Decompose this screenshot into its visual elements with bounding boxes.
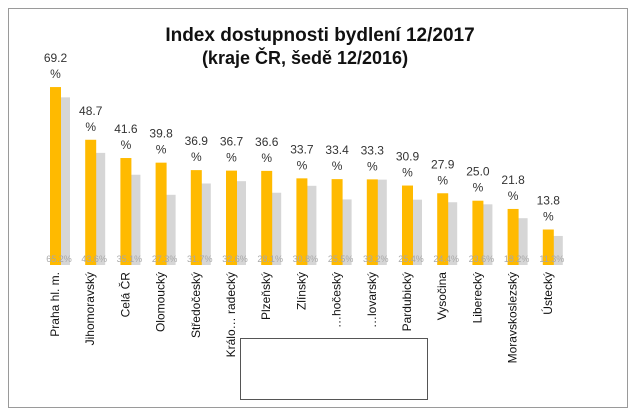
bar-2016: [199, 183, 211, 265]
value-label-2017: 33.7: [290, 142, 314, 156]
value-label-2016: 43.6%: [81, 254, 107, 264]
value-label-2017-unit: %: [85, 120, 96, 134]
value-label-2017: 25.0: [466, 165, 490, 179]
value-label-2017: 13.8: [537, 194, 561, 208]
value-label-2016: 23.6%: [469, 254, 495, 264]
bar-2016: [516, 218, 528, 265]
category-label: Králo… radecký: [224, 272, 238, 357]
value-label-2017: 41.6: [114, 122, 138, 136]
bar-2017: [366, 179, 378, 265]
category-label: Liberecký: [470, 272, 484, 323]
value-label-2017-unit: %: [332, 159, 343, 173]
category-label: Praha hl. m.: [48, 272, 62, 337]
value-label-2016: 33.2%: [363, 254, 389, 264]
chart-title-block: Index dostupnosti bydlení 12/2017 (kraje…: [100, 25, 540, 69]
value-label-2017: 36.9: [185, 134, 209, 148]
value-label-2017: 69.2: [44, 51, 68, 65]
value-label-2016: 30.8%: [293, 254, 319, 264]
value-label-2017: 36.7: [220, 135, 244, 149]
bar-2017: [120, 158, 132, 265]
category-label: Ústecký: [540, 272, 555, 315]
bar-2017: [402, 185, 413, 265]
value-label-2017: 30.9: [396, 150, 420, 164]
value-label-2017: 33.4: [325, 143, 349, 157]
bar-2017: [472, 200, 484, 265]
category-label: Celá ČR: [117, 272, 132, 318]
value-label-2017-unit: %: [508, 189, 519, 203]
value-label-2016: 31.7%: [187, 254, 213, 264]
value-label-2016: 35.1%: [117, 254, 143, 264]
category-label: …hočeský: [330, 272, 344, 328]
bar-2017: [190, 170, 202, 265]
bar-2016: [481, 204, 493, 265]
bar-2016: [551, 235, 563, 265]
bar-2017: [437, 193, 449, 265]
category-label: …lovarský: [365, 272, 379, 328]
value-label-2017-unit: %: [473, 181, 484, 195]
value-label-2017: 27.9: [431, 157, 455, 171]
category-label: Pardubický: [400, 272, 414, 331]
value-label-2017: 48.7: [79, 104, 103, 118]
category-label: Zlínský: [294, 272, 308, 310]
value-label-2016: 27.3%: [152, 254, 178, 264]
value-label-2017-unit: %: [297, 158, 308, 172]
value-label-2016: 32.6%: [222, 254, 248, 264]
bar-2017: [507, 208, 519, 265]
value-label-2016: 25.5%: [328, 254, 354, 264]
category-label: Olomoucký: [154, 272, 168, 332]
value-label-2016: 24.4%: [433, 254, 459, 264]
value-label-2017-unit: %: [367, 159, 378, 173]
category-label: Moravskoslezský: [506, 272, 520, 363]
bar-2017: [155, 162, 167, 265]
bar-2017: [542, 229, 554, 265]
value-label-2017: 33.3: [361, 143, 385, 157]
bar-2017: [85, 139, 97, 265]
value-label-2016: 25.4%: [398, 254, 424, 264]
bar-2016: [340, 199, 352, 265]
bar-2016: [270, 192, 282, 265]
bar-2016: [59, 97, 70, 265]
value-label-2016: 65.2%: [46, 254, 72, 264]
bar-2017: [226, 170, 237, 265]
category-label: Vysočina: [435, 272, 449, 321]
value-label-2016: 11.3%: [539, 254, 564, 264]
value-label-2016: 28.1%: [257, 254, 283, 264]
value-label-2017-unit: %: [191, 150, 202, 164]
category-label: Středočeský: [189, 272, 203, 338]
category-label: Plzeňský: [259, 272, 273, 320]
value-label-2017-unit: %: [402, 166, 413, 180]
bar-2017: [261, 170, 273, 265]
value-label-2017-unit: %: [121, 138, 132, 152]
value-label-2017-unit: %: [261, 151, 272, 165]
bar-2016: [305, 185, 317, 265]
bar-2016: [446, 202, 458, 265]
bar-2016: [375, 179, 387, 265]
value-label-2017-unit: %: [226, 151, 237, 165]
value-label-2017-unit: %: [543, 210, 554, 224]
chart-subtitle: (kraje ČR, šedě 12/2016): [201, 48, 409, 68]
value-label-2017-unit: %: [437, 173, 448, 187]
bar-2016: [164, 194, 176, 265]
bar-2016: [411, 199, 422, 265]
bar-2016: [235, 181, 246, 265]
value-label-2017: 21.8: [501, 173, 525, 187]
bar-2017: [331, 179, 343, 265]
value-label-2017: 39.8: [149, 127, 173, 141]
bar-2016: [94, 152, 106, 265]
value-label-2016: 18.2%: [504, 254, 530, 264]
category-label: Jihomoravský: [83, 272, 97, 345]
bar-2017: [296, 178, 308, 265]
overlay-box: [240, 338, 428, 400]
chart-title: Index dostupnosti bydlení 12/2017: [165, 25, 475, 46]
value-label-2017: 36.6: [255, 135, 279, 149]
bar-2017: [50, 87, 61, 265]
value-label-2017-unit: %: [50, 67, 61, 81]
bar-2016: [129, 174, 141, 265]
value-label-2017-unit: %: [156, 143, 167, 157]
